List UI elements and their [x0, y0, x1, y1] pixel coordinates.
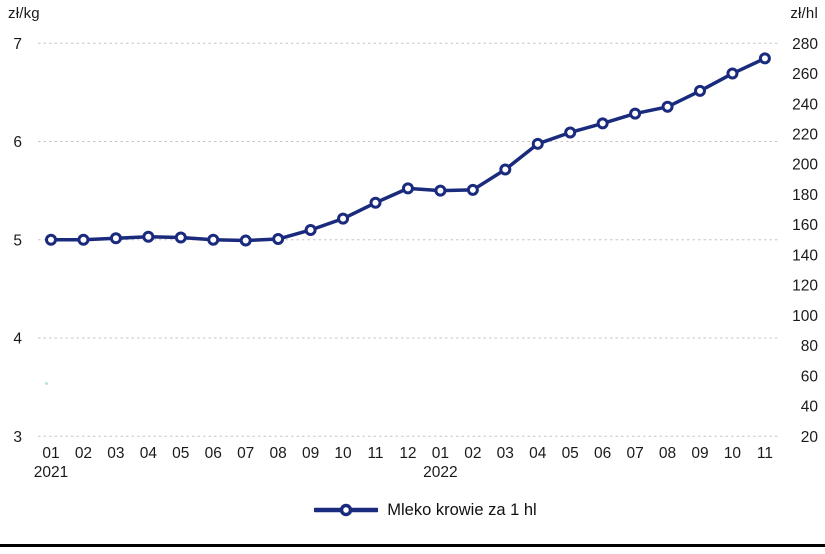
- legend-line-marker-icon: [314, 503, 379, 517]
- data-point-marker: [401, 182, 414, 195]
- x-axis-month-label: 03: [497, 445, 514, 462]
- right-axis-tick-label: 120: [792, 278, 818, 295]
- right-axis-tick-label: 60: [801, 368, 819, 385]
- x-axis-month-label: 05: [562, 445, 579, 462]
- right-axis-unit-label: zł/hl: [790, 5, 818, 22]
- left-axis-tick-label: 4: [13, 331, 22, 348]
- data-point-marker: [45, 233, 57, 246]
- x-axis-month-label: 11: [367, 445, 383, 462]
- right-axis-tick-label: 100: [792, 308, 818, 325]
- data-point-marker: [661, 100, 674, 113]
- left-axis-tick-label: 7: [13, 36, 22, 53]
- x-axis-month-label: 03: [107, 445, 124, 462]
- right-axis-tick-label: 180: [792, 187, 818, 204]
- x-axis-month-label: 04: [140, 445, 158, 462]
- data-point-marker: [304, 223, 317, 236]
- x-axis-month-label: 01: [42, 445, 59, 462]
- right-axis-tick-label: 200: [792, 157, 818, 174]
- data-point-marker: [596, 117, 609, 130]
- x-axis-month-label: 08: [659, 445, 676, 462]
- data-point-marker: [499, 163, 512, 176]
- data-point-marker: [726, 67, 739, 80]
- x-axis-month-label: 04: [529, 445, 547, 462]
- right-axis-tick-label: 140: [792, 247, 818, 264]
- right-axis-tick-label: 20: [801, 429, 819, 446]
- x-axis-month-label: 07: [626, 445, 643, 462]
- data-point-marker: [174, 231, 187, 244]
- x-axis-month-label: 09: [691, 445, 708, 462]
- series-line: [49, 56, 767, 243]
- data-point-marker: [109, 232, 122, 245]
- x-axis-month-label: 09: [302, 445, 319, 462]
- right-axis-tick-label: 160: [792, 217, 818, 234]
- data-point-marker: [272, 233, 285, 246]
- data-point-marker: [434, 184, 447, 197]
- left-axis-tick-label: 3: [13, 429, 22, 446]
- x-axis-month-label: 06: [205, 445, 222, 462]
- x-axis-month-label: 08: [270, 445, 287, 462]
- data-point-marker: [466, 183, 479, 196]
- right-axis-tick-label: 220: [792, 126, 818, 143]
- bottom-divider: [0, 544, 825, 547]
- data-point-marker: [239, 234, 252, 247]
- x-axis-month-label: 10: [724, 445, 742, 462]
- left-axis-tick-label: 5: [13, 232, 22, 249]
- x-axis-month-label: 05: [172, 445, 189, 462]
- x-axis-month-label: 10: [334, 445, 352, 462]
- right-axis-tick-label: 80: [801, 338, 819, 355]
- x-axis-year-label: 2022: [423, 464, 457, 481]
- x-axis-month-label: 02: [75, 445, 92, 462]
- x-axis-month-label: 12: [399, 445, 416, 462]
- data-point-marker: [77, 233, 90, 246]
- data-point-marker: [337, 212, 350, 225]
- right-axis-tick-label: 240: [792, 96, 818, 113]
- x-axis-year-label: 2021: [34, 464, 68, 481]
- legend-series-label: Mleko krowie za 1 hl: [387, 500, 537, 519]
- data-point-marker: [694, 84, 706, 97]
- right-axis-tick-label: 40: [801, 399, 819, 416]
- data-point-marker: [369, 196, 382, 209]
- x-axis-month-label: 01: [432, 445, 449, 462]
- data-point-marker: [564, 126, 577, 139]
- left-axis-unit-label: zł/kg: [8, 5, 40, 22]
- stray-mark: [45, 382, 48, 385]
- data-point-marker: [758, 52, 771, 65]
- x-axis-month-label: 02: [464, 445, 481, 462]
- right-axis-tick-label: 260: [792, 66, 818, 83]
- x-axis-month-label: 11: [757, 445, 773, 462]
- chart-plot-area: 7654328026024022020018016014012010080604…: [13, 36, 819, 481]
- x-axis-month-label: 06: [594, 445, 611, 462]
- x-axis-month-label: 07: [237, 445, 254, 462]
- right-axis-tick-label: 280: [792, 36, 818, 53]
- left-axis-tick-label: 6: [13, 134, 22, 151]
- data-point-marker: [531, 137, 544, 150]
- data-point-marker: [207, 233, 220, 246]
- chart-legend: Mleko krowie za 1 hl: [13, 497, 825, 523]
- data-point-marker: [142, 230, 155, 243]
- data-point-marker: [629, 107, 642, 120]
